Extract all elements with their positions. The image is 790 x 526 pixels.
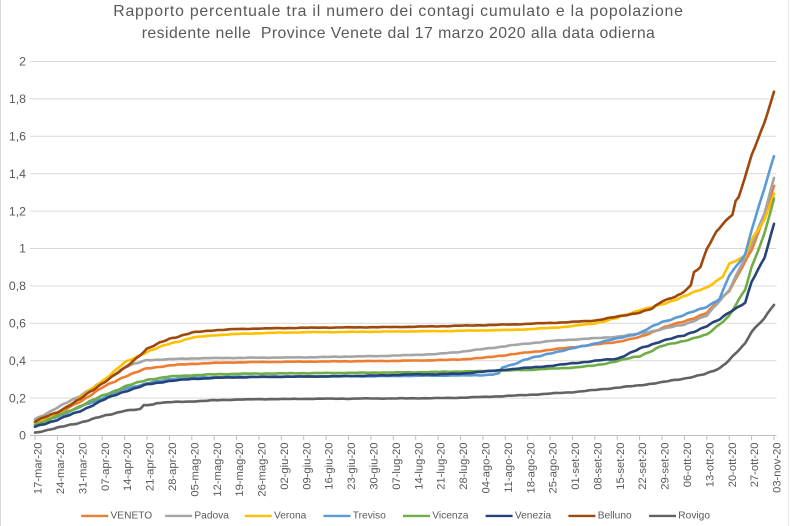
svg-text:14-lug-20: 14-lug-20	[413, 443, 425, 490]
svg-text:21-apr-20: 21-apr-20	[145, 443, 157, 492]
svg-text:08-set-20: 08-set-20	[592, 443, 604, 490]
svg-text:30-giu-20: 30-giu-20	[369, 443, 381, 490]
svg-text:01-set-20: 01-set-20	[570, 443, 582, 490]
svg-text:15-set-20: 15-set-20	[615, 443, 627, 490]
svg-text:1,6: 1,6	[9, 130, 26, 144]
svg-text:0,2: 0,2	[9, 391, 26, 405]
svg-text:06-ott-20: 06-ott-20	[682, 443, 694, 488]
svg-text:0: 0	[19, 429, 26, 443]
svg-text:24-mar-20: 24-mar-20	[55, 443, 67, 495]
svg-text:22-set-20: 22-set-20	[637, 443, 649, 490]
svg-text:23-giu-20: 23-giu-20	[346, 443, 358, 490]
svg-text:03-nov-20: 03-nov-20	[772, 443, 784, 493]
svg-text:2: 2	[19, 55, 26, 69]
svg-text:0,6: 0,6	[9, 317, 26, 331]
svg-text:Belluno: Belluno	[598, 511, 632, 522]
svg-text:16-giu-20: 16-giu-20	[324, 443, 336, 490]
svg-text:29-set-20: 29-set-20	[660, 443, 672, 490]
svg-text:27-ott-20: 27-ott-20	[749, 443, 761, 488]
svg-text:04-ago-20: 04-ago-20	[481, 443, 493, 494]
svg-text:0,4: 0,4	[9, 354, 26, 368]
svg-text:31-mar-20: 31-mar-20	[77, 443, 89, 495]
svg-text:Venezia: Venezia	[515, 511, 552, 522]
svg-text:Treviso: Treviso	[353, 511, 386, 522]
svg-text:14-apr-20: 14-apr-20	[122, 443, 134, 492]
svg-text:1,4: 1,4	[9, 167, 26, 181]
svg-text:07-lug-20: 07-lug-20	[391, 443, 403, 490]
svg-text:0,8: 0,8	[9, 279, 26, 293]
svg-text:1: 1	[19, 242, 26, 256]
svg-text:13-ott-20: 13-ott-20	[704, 443, 716, 488]
svg-text:Verona: Verona	[274, 511, 307, 522]
svg-text:18-ago-20: 18-ago-20	[525, 443, 537, 494]
svg-text:28-apr-20: 28-apr-20	[167, 443, 179, 492]
svg-text:25-ago-20: 25-ago-20	[548, 443, 560, 494]
svg-text:28-lug-20: 28-lug-20	[458, 443, 470, 490]
svg-text:26-mag-20: 26-mag-20	[257, 443, 269, 497]
svg-text:VENETO: VENETO	[111, 511, 153, 522]
svg-text:12-mag-20: 12-mag-20	[212, 443, 224, 497]
svg-text:Padova: Padova	[194, 511, 229, 522]
svg-text:07-apr-20: 07-apr-20	[100, 443, 112, 492]
svg-text:20-ott-20: 20-ott-20	[727, 443, 739, 488]
svg-text:Vicenza: Vicenza	[432, 511, 468, 522]
svg-text:09-giu-20: 09-giu-20	[301, 443, 313, 490]
svg-text:1,2: 1,2	[9, 204, 26, 218]
svg-text:05-mag-20: 05-mag-20	[189, 443, 201, 497]
svg-text:21-lug-20: 21-lug-20	[436, 443, 448, 490]
svg-text:Rovigo: Rovigo	[678, 511, 710, 522]
svg-text:17-mar-20: 17-mar-20	[33, 443, 45, 495]
svg-text:1,8: 1,8	[9, 92, 26, 106]
svg-text:02-giu-20: 02-giu-20	[279, 443, 291, 490]
svg-text:11-ago-20: 11-ago-20	[503, 443, 515, 493]
svg-text:19-mag-20: 19-mag-20	[234, 443, 246, 497]
